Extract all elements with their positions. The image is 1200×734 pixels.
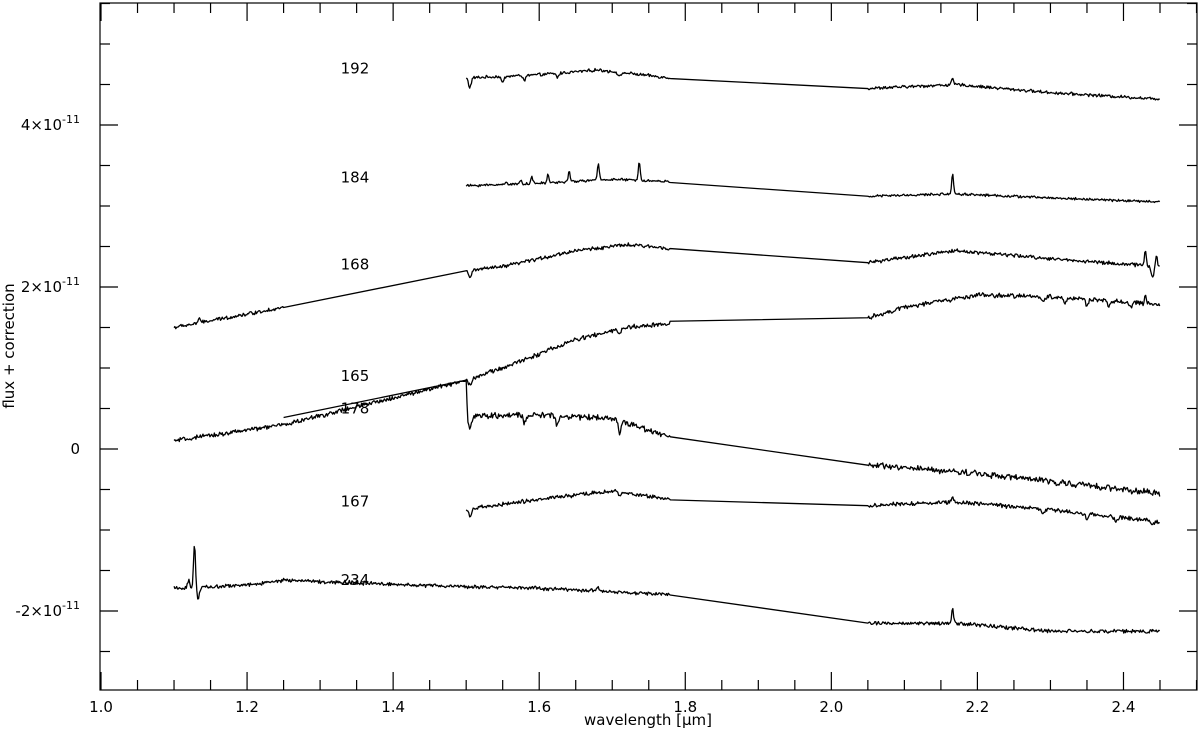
y-axis-title: flux + correction: [0, 283, 18, 408]
series-label-184: 184: [341, 169, 370, 187]
series-label-234: 234: [341, 571, 370, 589]
spectrum-series-168: [173, 242, 1160, 330]
x-tick-label: 2.4: [1112, 698, 1136, 716]
spectrum-series-167: [465, 488, 1160, 526]
spectrum-series-234: [173, 545, 1161, 634]
series-label-167: 167: [341, 493, 370, 511]
spectrum-series-192: [465, 67, 1161, 101]
series-label-165: 165: [341, 367, 370, 385]
spectrum-series-165: [173, 292, 1161, 443]
y-tick-label: 4×10-11: [21, 113, 80, 134]
y-tick-label: 0: [70, 440, 80, 458]
series-label-178: 178: [341, 400, 370, 418]
series-labels: 192 184 168 165 178 167 234: [341, 59, 370, 589]
x-tick-label: 2.2: [965, 698, 989, 716]
x-axis-title: wavelength [μm]: [584, 711, 712, 729]
y-tick-label: 2×10-11: [21, 275, 80, 296]
x-tick-labels: 1.0 1.2 1.4 1.6 1.8 2.0 2.2 2.4: [89, 698, 1135, 716]
y-tick-label: -2×10-11: [15, 599, 80, 620]
series-label-192: 192: [341, 59, 370, 77]
x-tick-label: 2.0: [819, 698, 843, 716]
spectrum-series-178: [283, 379, 1161, 497]
axis-ticks: [100, 2, 1198, 690]
x-tick-label: 1.6: [527, 698, 551, 716]
y-tick-labels: 4×10-11 2×10-11 0 -2×10-11: [15, 113, 80, 620]
spectra-series: [173, 67, 1161, 634]
x-tick-label: 1.0: [89, 698, 113, 716]
plot-frame: [99, 2, 1198, 691]
x-tick-label: 1.2: [235, 698, 259, 716]
x-tick-label: 1.8: [673, 698, 697, 716]
x-tick-label: 1.4: [381, 698, 405, 716]
spectrum-series-184: [465, 162, 1161, 204]
series-label-168: 168: [341, 255, 370, 273]
